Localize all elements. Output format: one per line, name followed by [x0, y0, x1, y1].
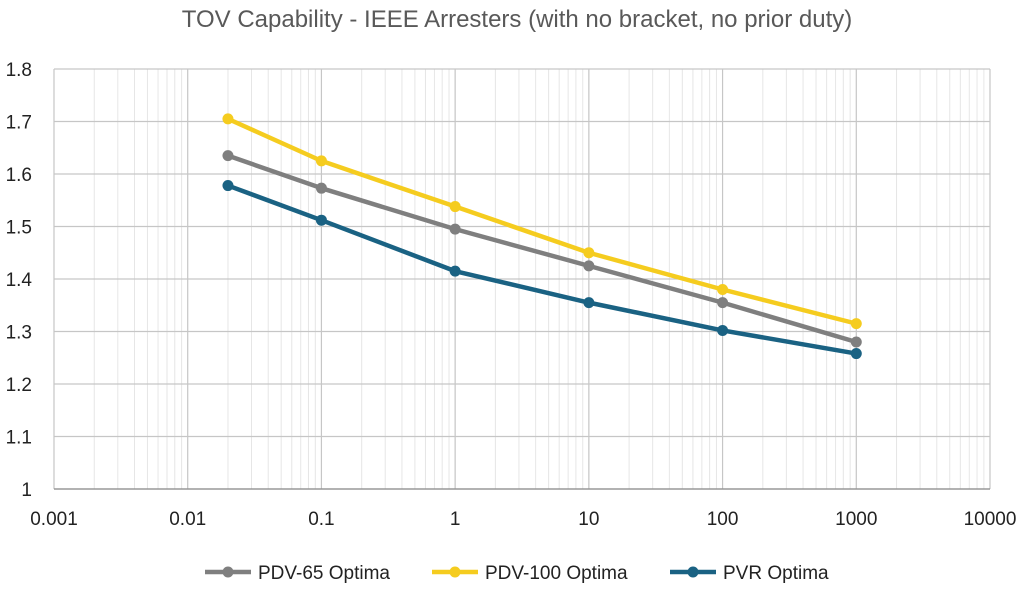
data-point — [222, 113, 234, 125]
data-point — [449, 201, 461, 213]
x-tick-label: 10 — [578, 509, 599, 530]
y-tick-label: 1 — [21, 480, 32, 501]
y-tick-label: 1.3 — [6, 323, 32, 344]
x-tick-label: 0.01 — [169, 509, 206, 530]
data-point — [583, 260, 595, 272]
data-point — [449, 223, 461, 235]
series — [222, 113, 862, 360]
data-point — [315, 182, 327, 194]
y-tick-label: 1.6 — [6, 165, 32, 186]
legend-label: PDV-65 Optima — [258, 563, 390, 584]
series-line — [225, 153, 859, 345]
x-tick-label: 0.1 — [308, 509, 334, 530]
data-point — [717, 324, 729, 336]
x-tick-label: 0.001 — [30, 509, 78, 530]
axes: 0.001 0.01 0.1 1 10 100 1000 10000 1 1.1 1.2 1.3 1.4… — [6, 60, 1017, 530]
series-3 — [222, 180, 862, 360]
data-point — [315, 214, 327, 226]
series-2 — [222, 113, 862, 330]
data-point — [717, 284, 729, 295]
data-point — [850, 348, 862, 360]
legend-item: PDV-100 Optima — [432, 563, 628, 584]
data-point — [850, 336, 862, 348]
legend-marker — [687, 566, 699, 578]
x-tick-label: 1 — [450, 509, 461, 530]
legend-item: PVR Optima — [670, 563, 829, 584]
series-line — [225, 183, 859, 356]
data-point — [222, 150, 234, 162]
data-point — [583, 247, 595, 259]
y-tick-label: 1.8 — [6, 60, 32, 81]
y-tick-label: 1.5 — [6, 218, 32, 239]
y-tick-label: 1.2 — [6, 375, 32, 396]
y-tick-label: 1.7 — [6, 113, 32, 134]
data-point — [315, 155, 327, 167]
data-point — [222, 180, 234, 192]
y-tick-label: 1.4 — [6, 270, 33, 291]
series-1 — [222, 150, 862, 348]
legend-item: PDV-65 Optima — [205, 563, 390, 584]
data-point — [850, 318, 862, 330]
data-point — [449, 265, 461, 277]
legend-label: PVR Optima — [723, 563, 829, 584]
legend: PDV-65 Optima PDV-100 Optima PVR Optima — [205, 563, 829, 584]
data-point — [717, 297, 729, 309]
legend-label: PDV-100 Optima — [485, 563, 628, 584]
grid — [53, 68, 991, 490]
x-tick-label: 10000 — [964, 509, 1017, 530]
legend-marker — [449, 566, 461, 578]
legend-marker — [222, 566, 234, 578]
y-tick-label: 1.1 — [6, 428, 32, 449]
series-line — [225, 116, 859, 326]
x-tick-label: 1000 — [835, 509, 877, 530]
chart-title: TOV Capability - IEEE Arresters (with no… — [182, 6, 852, 33]
x-tick-label: 100 — [707, 509, 739, 530]
data-point — [583, 297, 595, 309]
